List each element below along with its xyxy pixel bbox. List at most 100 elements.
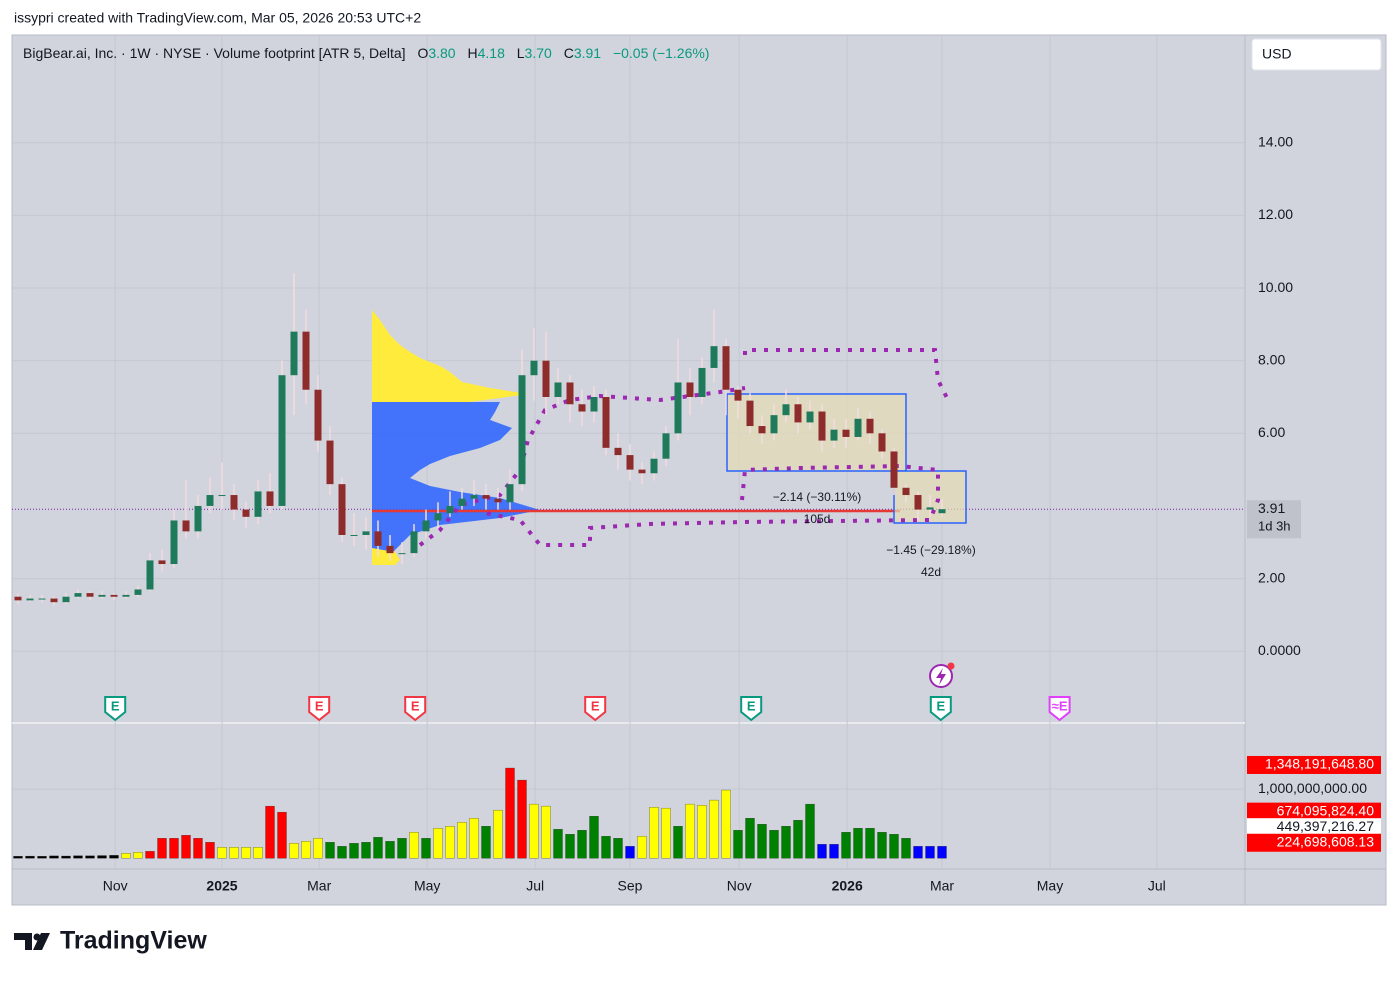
dotted-channel bbox=[418, 348, 950, 547]
x-tick-label: Jul bbox=[1148, 878, 1166, 894]
candle-body bbox=[302, 331, 310, 390]
volume-bar bbox=[529, 803, 539, 859]
candle-body bbox=[194, 505, 202, 532]
candle-body bbox=[314, 389, 322, 441]
volume-bar bbox=[169, 838, 179, 859]
volume-bar bbox=[433, 828, 443, 859]
candle-body bbox=[230, 495, 238, 510]
candle-body bbox=[662, 433, 670, 459]
volume-bar bbox=[49, 855, 59, 859]
candle-body bbox=[638, 469, 646, 474]
x-tick-label: Nov bbox=[727, 878, 752, 894]
candle-body bbox=[866, 418, 874, 434]
earnings-icon bbox=[104, 696, 127, 722]
candle-body bbox=[206, 495, 214, 506]
candle-body bbox=[182, 520, 190, 532]
range-box bbox=[726, 393, 907, 472]
volume-bar bbox=[133, 852, 143, 859]
candle-body bbox=[530, 360, 538, 376]
logo-mark bbox=[33, 933, 50, 950]
candle-body bbox=[806, 411, 814, 423]
candle-body bbox=[818, 411, 826, 441]
volume-bar bbox=[241, 847, 251, 859]
candle-body bbox=[902, 487, 910, 496]
logo-mark bbox=[14, 933, 32, 950]
candle-body bbox=[410, 531, 418, 554]
volume-bar bbox=[217, 847, 227, 859]
x-tick-label: Nov bbox=[103, 878, 128, 894]
x-tick-label: Mar bbox=[307, 878, 331, 894]
candle-body bbox=[698, 367, 706, 397]
volume-bar bbox=[145, 851, 155, 859]
volume-bar bbox=[85, 855, 95, 859]
volume-bar bbox=[757, 824, 767, 859]
candle-body bbox=[626, 455, 634, 470]
candle-body bbox=[770, 415, 778, 434]
legend-change: −0.05 (−1.26%) bbox=[613, 45, 710, 61]
candle-body bbox=[158, 560, 166, 565]
notify-dot bbox=[947, 662, 955, 670]
level-badge bbox=[1247, 818, 1381, 837]
volume-bar bbox=[673, 826, 683, 859]
volume-bar bbox=[181, 835, 191, 859]
volume-bar bbox=[301, 841, 311, 859]
legend-symbol: BigBear.ai, Inc. · 1W · NYSE · Volume fo… bbox=[23, 45, 406, 61]
volume-bar bbox=[277, 811, 287, 859]
candle-body bbox=[326, 440, 334, 485]
earnings-icon bbox=[308, 696, 331, 722]
y-tick-label: 8.00 bbox=[1258, 351, 1285, 367]
candle-body bbox=[434, 513, 442, 521]
volume-bar bbox=[925, 846, 935, 859]
candle-body bbox=[506, 484, 514, 503]
volume-bar bbox=[37, 856, 47, 859]
candle-body bbox=[686, 382, 694, 397]
candle-body bbox=[266, 491, 274, 506]
y-tick-label: 6.00 bbox=[1258, 424, 1285, 440]
x-tick-label: Jul bbox=[526, 878, 544, 894]
volume-bar bbox=[445, 826, 455, 859]
candle-body bbox=[98, 594, 106, 597]
x-tick-label: May bbox=[1037, 878, 1063, 894]
volume-bar bbox=[13, 856, 23, 859]
legend-h: H bbox=[467, 45, 477, 61]
currency-button[interactable] bbox=[1251, 38, 1382, 71]
channel-line bbox=[479, 463, 940, 547]
candle-body bbox=[350, 534, 358, 536]
volume-bar bbox=[121, 853, 131, 859]
volume-bar bbox=[457, 822, 467, 859]
volume-bar bbox=[157, 838, 167, 859]
price-badge bbox=[1247, 500, 1301, 539]
x-tick-label: Sep bbox=[618, 878, 643, 894]
y-tick-label: 10.00 bbox=[1258, 279, 1293, 295]
volume-bar bbox=[733, 830, 743, 859]
volume-bar bbox=[505, 767, 515, 859]
earnings-icon bbox=[929, 696, 952, 722]
level-label: 449,397,216.27 bbox=[1277, 818, 1375, 834]
volume-bar bbox=[685, 803, 695, 859]
volume-bar bbox=[361, 842, 371, 859]
volume-bar bbox=[877, 832, 887, 859]
volume-bar bbox=[769, 830, 779, 859]
price-badge-value: 3.91 bbox=[1258, 500, 1285, 516]
candle-body bbox=[26, 598, 34, 601]
volume-bar bbox=[577, 830, 587, 859]
earnings-icon bbox=[584, 696, 607, 722]
volume-bar bbox=[253, 847, 263, 859]
brand: TradingView bbox=[60, 927, 207, 955]
candle-body bbox=[722, 346, 730, 390]
y-tick-label: 12.00 bbox=[1258, 206, 1293, 222]
candle-body bbox=[398, 553, 406, 555]
earnings-label: E bbox=[315, 698, 324, 713]
legend-o: O bbox=[417, 45, 428, 61]
volume-bar bbox=[265, 805, 275, 859]
x-tick-label: 2025 bbox=[206, 878, 237, 894]
earnings-icon bbox=[740, 696, 763, 722]
measure-label: −2.14 (−30.11%) bbox=[773, 490, 862, 504]
candle-body bbox=[386, 545, 394, 554]
candle-body bbox=[38, 598, 46, 600]
candle-body bbox=[890, 451, 898, 488]
volume-bar bbox=[817, 844, 827, 859]
volume-bar bbox=[637, 836, 647, 859]
